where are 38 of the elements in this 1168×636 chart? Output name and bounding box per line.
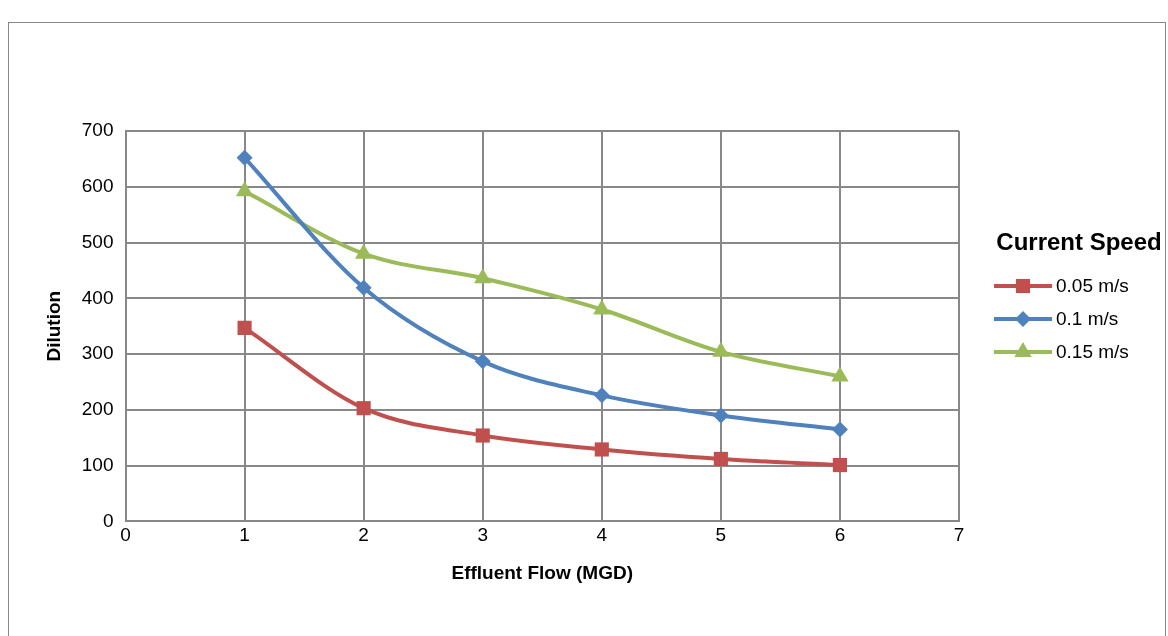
legend-label: 0.15 m/s	[1056, 340, 1129, 363]
point	[593, 387, 610, 404]
legend-label: 0.1 m/s	[1056, 307, 1119, 330]
y-tick-label: 100	[81, 453, 114, 475]
x-tick-label: 4	[596, 524, 608, 546]
legend-label: 0.05 m/s	[1056, 274, 1129, 297]
y-tick-label: 500	[81, 230, 114, 252]
point	[355, 279, 372, 296]
point	[474, 353, 491, 370]
point	[474, 268, 492, 284]
x-tick-label: 2	[358, 524, 369, 546]
y-tick-label: 0	[102, 509, 114, 531]
y-tick-label: 700	[81, 119, 114, 141]
x-tick-label: 3	[477, 524, 488, 546]
y-tick-label: 600	[81, 175, 114, 197]
y-tick-label: 400	[81, 286, 114, 308]
y-tick-label: 200	[81, 398, 114, 420]
point	[354, 243, 373, 259]
point	[235, 181, 254, 197]
point	[356, 401, 371, 416]
point	[475, 428, 490, 443]
point	[832, 458, 847, 473]
point	[593, 299, 611, 315]
point	[712, 407, 729, 424]
x-tick-label: 7	[953, 524, 965, 546]
point	[831, 366, 849, 382]
x-tick-label: 1	[239, 524, 250, 546]
legend-title: Current Speed	[995, 227, 1163, 257]
x-tick-label: 6	[834, 524, 846, 546]
y-tick-label: 300	[81, 342, 114, 364]
x-tick-label: 0	[120, 524, 131, 546]
point	[237, 320, 252, 335]
y-axis-title: Dilution	[42, 290, 64, 362]
point	[831, 421, 848, 438]
x-axis-title: Effluent Flow (MGD)	[451, 561, 634, 583]
x-tick-label: 5	[715, 524, 727, 546]
point	[594, 442, 609, 457]
point	[713, 451, 728, 467]
